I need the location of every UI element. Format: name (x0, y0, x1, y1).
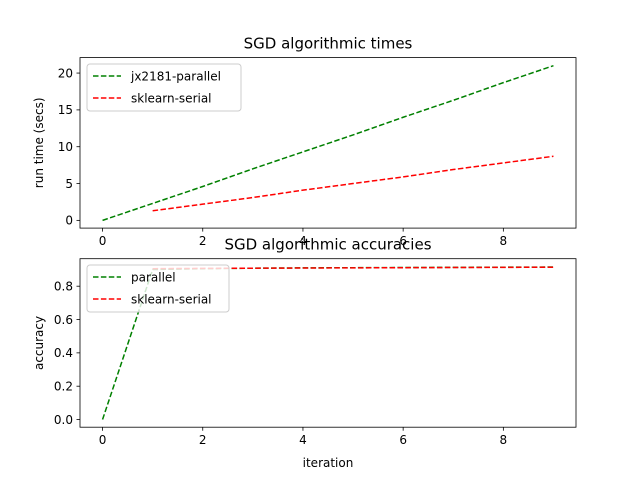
times-series-line-0 (102, 64, 554, 222)
times-legend: jx2181-parallel sklearn-serial (86, 63, 242, 112)
accuracy-legend: parallel sklearn-serial (86, 264, 230, 313)
times-legend-label-0: jx2181-parallel (130, 69, 221, 83)
accuracy-legend-box (86, 264, 230, 313)
times-legend-label-1: sklearn-serial (131, 91, 212, 105)
accuracy-y-tick-label: 0.4 (54, 346, 73, 360)
times-x-tick-label: 0 (99, 234, 107, 248)
accuracy-y-tick-label: 0.8 (54, 280, 73, 294)
times-x-tick-label: 6 (399, 234, 407, 248)
accuracy-x-tick-label: 2 (199, 433, 207, 447)
accuracy-chart-title: SGD algorithmic accuracies (224, 236, 431, 254)
times-axes-frame (79, 57, 577, 229)
accuracy-x-axis-label: iteration (303, 456, 354, 470)
times-y-tick-label: 20 (58, 66, 73, 80)
accuracy-y-tick-label: 0.0 (54, 413, 73, 427)
accuracy-x-tick-label: 8 (500, 433, 508, 447)
times-legend-box (86, 63, 242, 112)
times-y-axis-label: run time (secs) (32, 97, 46, 188)
times-y-tick-label: 0 (65, 214, 73, 228)
times-y-tick-label: 5 (65, 177, 73, 191)
accuracy-x-tick-label: 6 (399, 433, 407, 447)
times-chart: 0 2 4 6 8 0 5 10 15 20 SGD algorithmic times run ti… (32, 35, 577, 248)
accuracy-legend-label-1: sklearn-serial (131, 292, 212, 306)
accuracy-axes-frame (79, 258, 577, 428)
accuracy-chart: 0 2 4 6 8 0.0 0.2 0.4 0.6 0.8 SGD algorithmic accu… (32, 236, 577, 470)
accuracy-y-axis-label: accuracy (32, 316, 46, 370)
accuracy-y-tick-label: 0.6 (54, 313, 73, 327)
times-series-line-1 (152, 155, 554, 212)
times-x-tick-label: 2 (199, 234, 207, 248)
accuracy-y-tick-label: 0.2 (54, 380, 73, 394)
accuracy-x-tick-label: 4 (299, 433, 307, 447)
times-y-tick-label: 10 (58, 140, 73, 154)
times-chart-title: SGD algorithmic times (244, 35, 413, 53)
accuracy-x-tick-label: 0 (99, 433, 107, 447)
times-x-tick-label: 8 (500, 234, 508, 248)
accuracy-legend-label-0: parallel (131, 270, 176, 284)
times-x-tick-label: 4 (299, 234, 307, 248)
times-y-tick-label: 15 (58, 103, 73, 117)
